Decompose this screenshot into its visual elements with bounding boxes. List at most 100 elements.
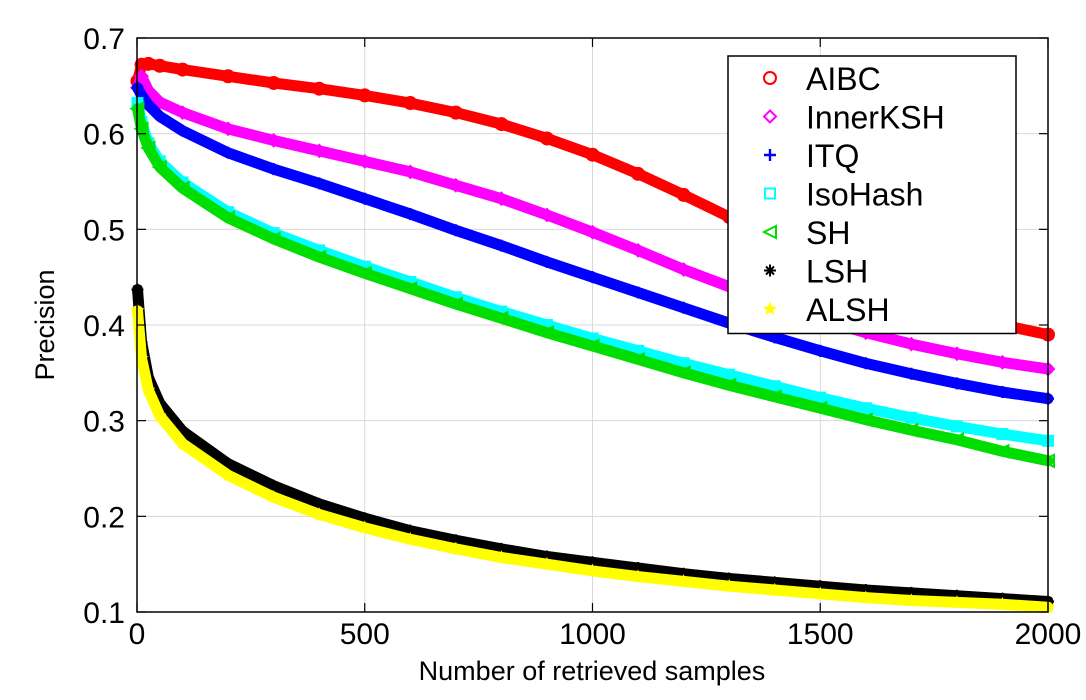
data-point-sh <box>151 159 167 175</box>
data-point-innerksh <box>949 346 965 362</box>
data-point-lsh <box>313 497 326 510</box>
data-point-innerksh <box>448 177 464 193</box>
data-point-lsh <box>632 561 645 574</box>
data-point-lsh <box>586 556 599 569</box>
data-point-sh <box>584 338 600 354</box>
data-point-itq <box>404 208 417 221</box>
data-point-alsh <box>141 382 156 396</box>
data-point-sh <box>903 422 919 438</box>
data-point-sh <box>140 140 156 156</box>
data-point-innerksh <box>357 153 373 169</box>
data-point-alsh <box>995 597 1010 611</box>
data-point-sh <box>948 432 964 448</box>
data-point-aibc <box>631 166 646 181</box>
data-point-lsh <box>814 580 827 593</box>
y-tick-label: 0.6 <box>83 119 125 152</box>
data-point-sh <box>310 249 327 265</box>
legend-marker-isohash <box>764 187 776 200</box>
data-point-alsh <box>494 550 509 564</box>
data-point-innerksh <box>311 143 327 159</box>
data-point-aibc <box>585 147 600 162</box>
data-point-itq <box>313 177 326 190</box>
data-point-innerksh <box>493 191 509 207</box>
data-point-lsh <box>267 479 280 492</box>
data-point-sh <box>265 231 281 247</box>
data-point-aibc <box>221 69 236 84</box>
data-point-alsh <box>949 595 964 609</box>
legend-label-isohash: IsoHash <box>806 177 923 213</box>
data-point-alsh <box>767 582 782 596</box>
data-point-alsh <box>312 507 327 521</box>
data-point-isohash <box>905 411 918 424</box>
y-tick-label: 0.4 <box>83 310 125 343</box>
data-point-itq <box>950 377 963 390</box>
data-point-alsh <box>813 586 828 600</box>
legend-label-alsh: ALSH <box>806 292 890 328</box>
legend-label-aibc: AIBC <box>806 61 881 97</box>
data-point-sh <box>720 377 737 393</box>
data-point-aibc <box>312 81 327 96</box>
series-line-sh <box>132 103 1054 467</box>
x-tick-label: 500 <box>340 618 390 651</box>
data-point-itq <box>449 224 462 237</box>
data-point-sh <box>447 296 463 312</box>
data-point-aibc <box>676 187 691 202</box>
series-line-itq <box>132 82 1054 405</box>
x-axis-label: Number of retrieved samples <box>419 656 766 686</box>
data-point-itq <box>859 357 872 370</box>
data-point-sh <box>675 365 691 381</box>
series-line-lsh <box>132 284 1054 607</box>
data-point-itq <box>495 239 508 252</box>
data-point-itq <box>153 110 166 123</box>
data-point-alsh <box>152 408 167 422</box>
data-point-sh <box>133 121 149 137</box>
data-point-lsh <box>905 586 918 599</box>
data-point-innerksh <box>585 224 600 240</box>
data-point-itq <box>996 385 1009 398</box>
data-point-aibc <box>152 58 167 73</box>
data-point-sh <box>857 412 873 428</box>
data-point-innerksh <box>402 164 418 180</box>
data-point-aibc <box>175 62 190 77</box>
data-point-lsh <box>495 542 508 555</box>
data-point-itq <box>358 192 371 205</box>
x-tick-label: 1000 <box>559 618 626 651</box>
data-point-alsh <box>357 520 372 534</box>
series-line-alsh <box>132 305 1054 613</box>
x-tick-label: 2000 <box>1015 618 1082 651</box>
data-point-alsh <box>676 574 691 588</box>
x-tick-label: 0 <box>129 618 146 651</box>
data-point-aibc <box>403 96 418 111</box>
data-point-itq <box>176 124 189 137</box>
data-point-innerksh <box>152 94 168 110</box>
legend-marker-itq <box>764 149 776 161</box>
x-tick-label: 1500 <box>787 618 854 651</box>
data-point-alsh <box>266 489 281 504</box>
data-point-alsh <box>631 569 645 583</box>
data-point-alsh <box>904 593 919 607</box>
series-itq <box>131 81 1054 405</box>
y-tick-label: 0.5 <box>83 214 125 247</box>
data-point-alsh <box>540 556 554 571</box>
data-point-lsh <box>540 550 553 563</box>
data-point-alsh <box>175 436 190 450</box>
data-point-itq <box>222 146 235 159</box>
data-point-itq <box>632 286 645 299</box>
data-point-lsh <box>677 567 690 580</box>
data-point-lsh <box>449 534 462 547</box>
data-point-itq <box>267 163 280 176</box>
y-tick-label: 0.7 <box>83 23 125 56</box>
y-axis-label: Precision <box>30 269 60 380</box>
data-point-innerksh <box>539 207 555 223</box>
data-point-sh <box>402 281 418 297</box>
y-tick-label: 0.3 <box>83 406 125 439</box>
data-point-sh <box>766 389 782 405</box>
data-point-itq <box>677 301 690 314</box>
data-point-lsh <box>404 524 417 537</box>
data-point-innerksh <box>175 105 190 121</box>
series-sh <box>129 101 1055 469</box>
data-point-lsh <box>358 512 371 525</box>
data-point-isohash <box>859 402 872 415</box>
